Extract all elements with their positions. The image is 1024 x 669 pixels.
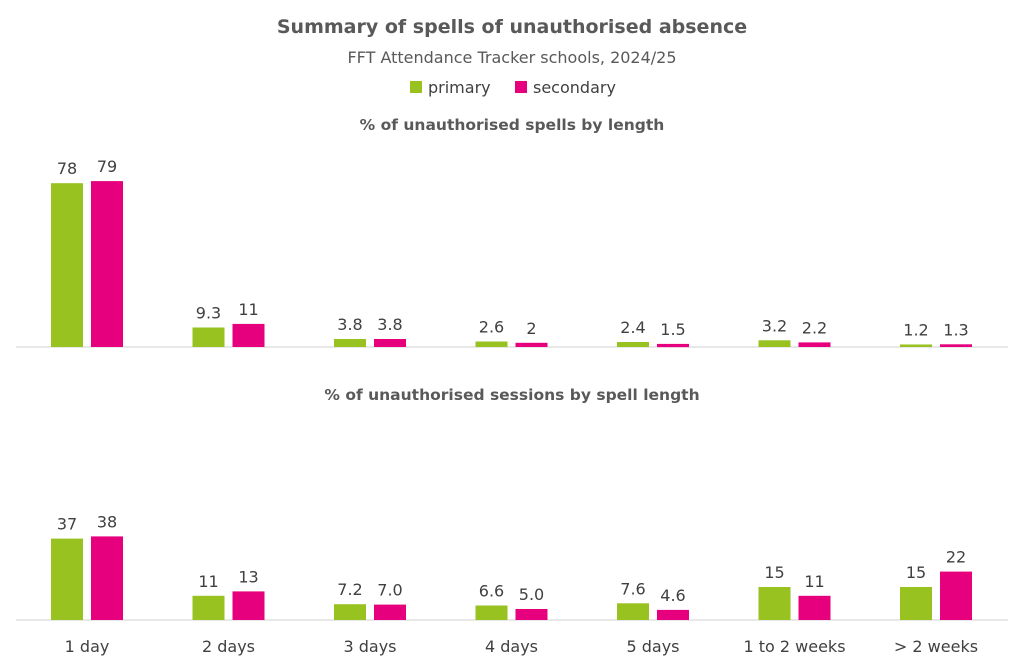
data-label-spells-primary-1: 9.3: [196, 304, 221, 323]
bar-spells-primary-3: [475, 341, 508, 347]
x-tick-label-3: 4 days: [485, 637, 538, 656]
data-label-spells-secondary-2: 3.8: [377, 315, 402, 334]
legend-label-secondary: secondary: [533, 78, 616, 97]
data-label-spells-secondary-1: 11: [238, 300, 258, 319]
bar-spells-primary-5: [758, 340, 791, 347]
data-label-sessions-primary-5: 15: [764, 563, 784, 582]
bar-sessions-primary-3: [475, 605, 508, 620]
bar-sessions-secondary-3: [515, 609, 548, 620]
data-label-spells-primary-3: 2.6: [479, 318, 504, 337]
data-label-spells-secondary-0: 79: [97, 157, 117, 176]
data-label-spells-secondary-4: 1.5: [660, 320, 685, 339]
bars-layer: [51, 181, 972, 620]
bar-spells-secondary-6: [940, 344, 972, 347]
bar-spells-secondary-4: [657, 343, 689, 348]
bar-spells-primary-4: [617, 342, 649, 347]
bar-spells-primary-1: [192, 327, 225, 347]
bar-sessions-primary-5: [758, 587, 791, 620]
bar-spells-secondary-0: [91, 181, 123, 347]
bar-sessions-secondary-6: [940, 571, 972, 620]
chart-subtitle: FFT Attendance Tracker schools, 2024/25: [347, 48, 676, 67]
data-label-sessions-secondary-3: 5.0: [519, 585, 544, 604]
bar-spells-secondary-1: [232, 323, 265, 347]
bar-sessions-primary-1: [192, 595, 225, 620]
data-label-sessions-primary-3: 6.6: [479, 582, 504, 601]
x-tick-label-6: > 2 weeks: [894, 637, 978, 656]
bar-sessions-secondary-0: [91, 536, 123, 620]
bar-sessions-primary-2: [334, 604, 366, 620]
data-label-spells-primary-5: 3.2: [762, 316, 787, 335]
bar-sessions-primary-6: [900, 587, 932, 620]
panel-title-sessions: % of unauthorised sessions by spell leng…: [324, 386, 699, 404]
bar-sessions-primary-4: [617, 603, 649, 620]
data-label-sessions-secondary-4: 4.6: [660, 586, 685, 605]
legend-swatch-primary: [410, 81, 422, 93]
data-label-sessions-primary-1: 11: [198, 572, 218, 591]
bar-sessions-primary-0: [51, 538, 83, 620]
data-label-spells-primary-2: 3.8: [337, 315, 362, 334]
x-tick-label-2: 3 days: [343, 637, 396, 656]
bar-sessions-secondary-4: [657, 609, 689, 620]
data-label-sessions-secondary-1: 13: [238, 567, 258, 586]
data-label-sessions-secondary-2: 7.0: [377, 581, 402, 600]
x-tick-label-4: 5 days: [626, 637, 679, 656]
bar-sessions-secondary-5: [798, 595, 831, 620]
chart-title: Summary of spells of unauthorised absenc…: [277, 16, 747, 38]
x-tick-labels: 1 day 2 days 3 days 4 days 5 days 1 to 2 week…: [65, 637, 978, 656]
bar-sessions-secondary-1: [232, 591, 265, 620]
legend: primary secondary: [410, 78, 616, 97]
x-tick-label-5: 1 to 2 weeks: [743, 637, 845, 656]
data-label-sessions-secondary-0: 38: [97, 512, 117, 531]
data-label-spells-primary-6: 1.2: [903, 321, 928, 340]
bar-spells-secondary-5: [798, 342, 831, 347]
legend-swatch-secondary: [515, 81, 527, 93]
legend-label-primary: primary: [428, 78, 491, 97]
data-label-spells-primary-4: 2.4: [620, 318, 645, 337]
data-labels-layer: 78 9.3 3.8 2.6 2.4 3.2 1.2 79 11 3.8 2 1.5 2.2 1.3 37 1…: [57, 157, 969, 605]
bar-spells-primary-0: [51, 183, 83, 347]
data-label-sessions-secondary-5: 11: [804, 572, 824, 591]
bar-spells-primary-6: [900, 344, 932, 347]
x-tick-label-1: 2 days: [202, 637, 255, 656]
data-label-spells-secondary-6: 1.3: [943, 320, 968, 339]
bar-spells-primary-2: [334, 339, 366, 347]
panel-title-spells: % of unauthorised spells by length: [360, 116, 665, 134]
data-label-sessions-primary-2: 7.2: [337, 580, 362, 599]
data-label-spells-secondary-3: 2: [526, 319, 536, 338]
bar-sessions-secondary-2: [374, 604, 406, 620]
data-label-sessions-secondary-6: 22: [946, 548, 966, 567]
data-label-spells-secondary-5: 2.2: [802, 318, 827, 337]
x-tick-label-0: 1 day: [65, 637, 110, 656]
data-label-spells-primary-0: 78: [57, 159, 77, 178]
data-label-sessions-primary-0: 37: [57, 515, 77, 534]
bar-spells-secondary-2: [374, 339, 406, 347]
bar-spells-secondary-3: [515, 342, 548, 347]
data-label-sessions-primary-6: 15: [906, 563, 926, 582]
data-label-sessions-primary-4: 7.6: [620, 579, 645, 598]
